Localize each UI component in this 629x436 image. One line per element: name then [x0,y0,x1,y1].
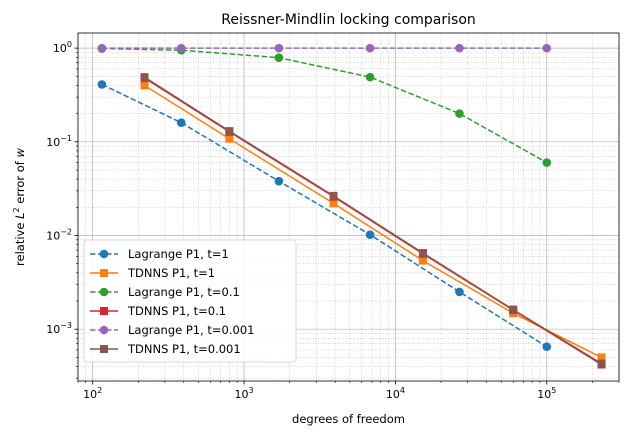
legend-item: TDNNS P1, t=0.1 [90,304,226,318]
y-tick-label: 10−1 [46,134,72,149]
data-point [542,43,552,53]
data-point [274,53,284,63]
data-point [176,43,186,53]
data-point [455,287,464,297]
data-point [97,80,107,89]
data-point [329,199,338,208]
legend-marker [99,249,109,259]
y-tick-label: 10−3 [46,321,72,336]
x-tick-label: 104 [386,386,405,401]
legend-item: TDNNS P1, t=1 [90,266,215,280]
data-point [140,73,149,82]
legend-label: TDNNS P1, t=0.1 [127,304,226,318]
legend-marker [100,269,108,277]
series-line [144,84,602,359]
legend-label: Lagrange P1, t=1 [128,247,229,261]
series-5 [97,43,552,53]
legend-label: TDNNS P1, t=0.001 [127,342,241,356]
data-point [509,305,518,314]
plot-series [97,43,606,369]
legend-box [83,239,297,363]
legend-marker [100,307,108,315]
legend-item: Lagrange P1, t=1 [90,247,229,261]
series-line [101,47,548,164]
plot-frame [77,32,620,382]
data-point [542,342,552,352]
data-point [140,81,149,90]
data-point [455,109,464,118]
legend-marker [100,345,108,353]
series-line [101,83,548,348]
legend-item: Lagrange P1, t=0.1 [90,285,240,299]
data-point [225,127,234,136]
data-point [97,43,107,53]
legend-label: Lagrange P1, t=0.001 [128,323,254,337]
x-axis-label: degrees of freedom [292,412,405,426]
x-tick-label: 103 [234,386,253,401]
data-point [418,249,427,258]
legend-item: TDNNS P1, t=0.001 [90,342,241,356]
axis-ticks: 102 103 104 105 10−3 10−2 10−1 100 [46,40,620,401]
legend: Lagrange P1, t=1 TDNNS P1, t=1 Lagrange P1… [83,239,297,363]
series-6 [140,73,606,368]
data-point [418,256,427,265]
data-point [597,353,606,362]
series-1 [97,80,552,352]
chart-title: Reissner-Mindlin locking comparison [221,12,476,28]
data-point [542,158,552,167]
data-point [274,43,284,53]
legend-item: Lagrange P1, t=0.001 [90,323,254,337]
data-point [597,359,606,368]
y-tick-label: 10−2 [46,228,72,243]
data-point [365,43,375,53]
data-point [365,230,375,240]
legend-marker [99,325,109,335]
y-axis-label: relative L2 error of w [12,147,27,265]
data-point [176,118,186,127]
data-point [365,72,375,82]
x-tick-label: 102 [83,386,102,401]
data-point [455,43,464,53]
legend-label: TDNNS P1, t=1 [127,266,215,280]
legend-marker [99,287,109,297]
legend-label: Lagrange P1, t=0.1 [128,285,240,299]
data-point [225,134,234,143]
data-point [329,191,338,200]
y-tick-label: 100 [53,40,72,55]
data-point [274,176,284,186]
series-line [144,76,602,365]
x-tick-label: 105 [537,386,556,401]
